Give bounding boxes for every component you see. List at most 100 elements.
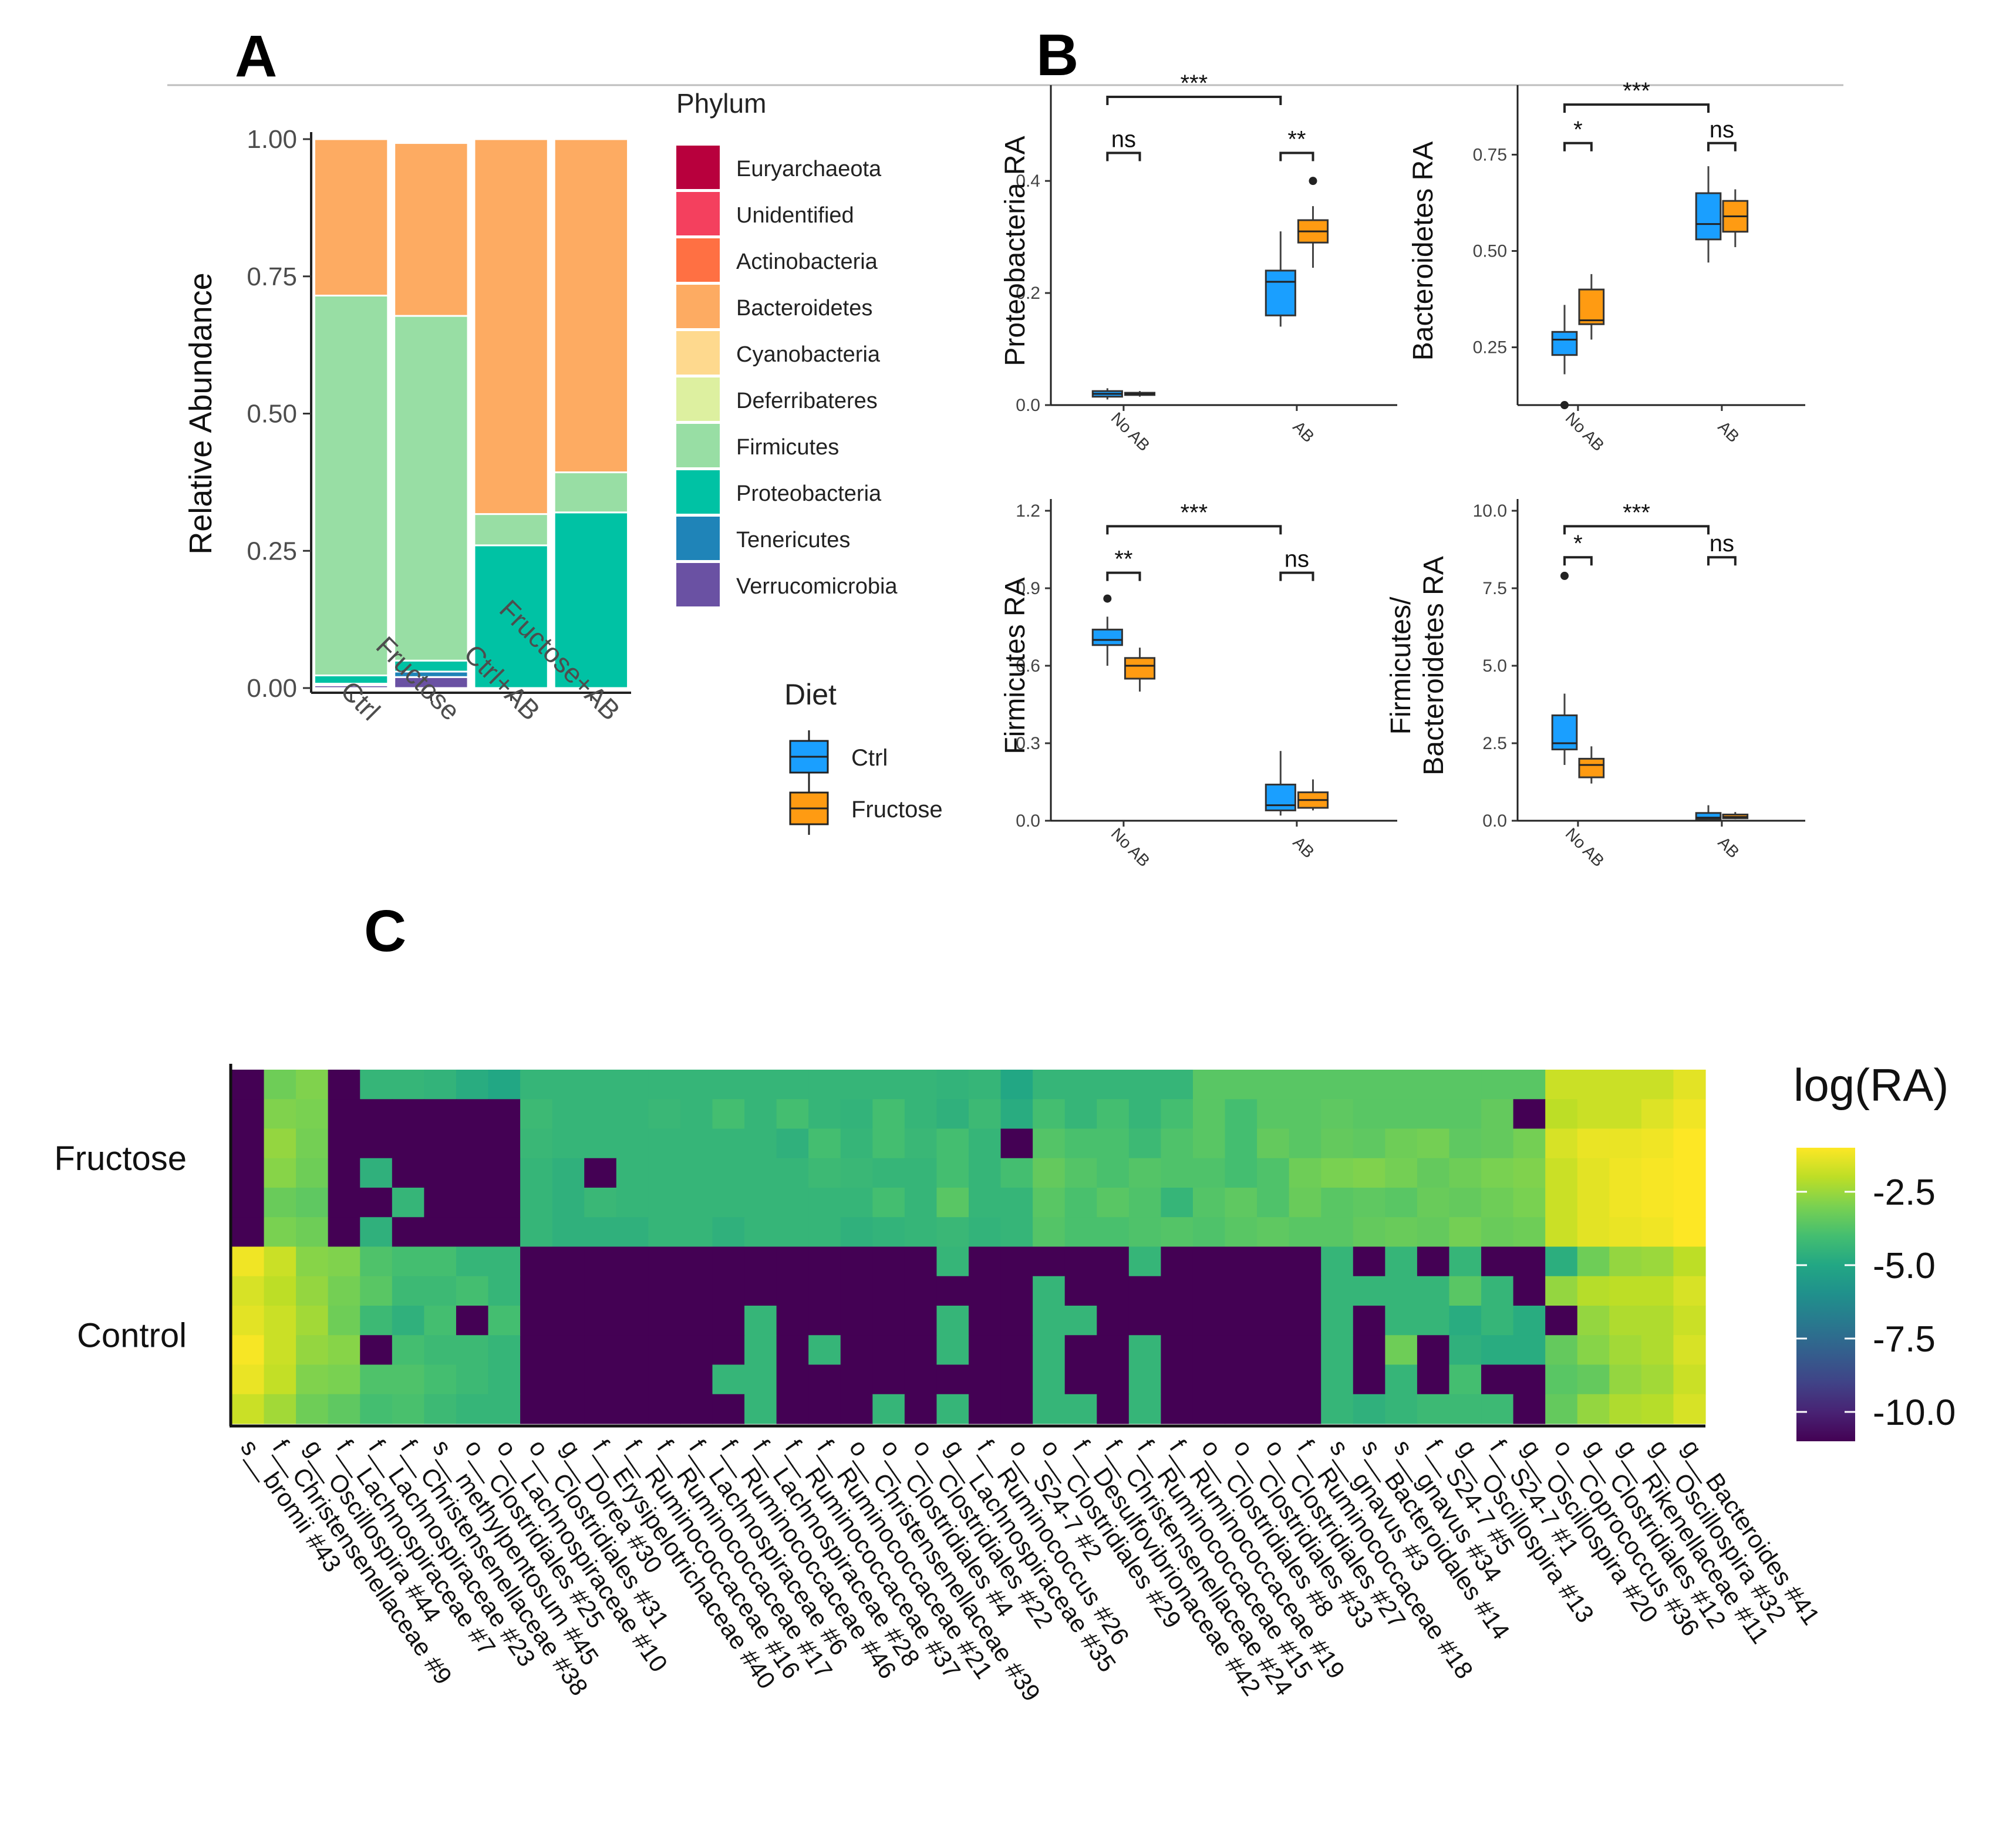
heatmap-cell [840,1335,873,1366]
heatmap-cell [1513,1099,1546,1130]
heatmap-cell [392,1128,424,1159]
heatmap-cell [456,1158,489,1188]
heatmap-cell [1385,1188,1418,1218]
heatmap-cell [744,1217,777,1248]
legend-swatch-proteobacteria [676,470,720,514]
heatmap-cell [1641,1188,1674,1218]
heatmap-cell [424,1188,457,1218]
heatmap-cell [648,1306,681,1336]
heatmap-cell [328,1364,360,1395]
heatmap-cell [392,1070,424,1100]
heatmap-cell [1481,1276,1514,1306]
heatmap-cell [296,1128,329,1159]
heatmap-cell [456,1070,489,1100]
heatmap-cell [1513,1070,1546,1100]
heatmap-cell [520,1070,553,1100]
heatmap-cell [1577,1335,1610,1366]
heatmap-cell [840,1188,873,1218]
heatmap-cell [616,1306,649,1336]
heatmap-cell [1192,1099,1226,1130]
significance-bracket [1106,96,1282,105]
heatmap-cell [584,1099,617,1130]
heatmap-cell [456,1246,489,1277]
colorbar-tick-label: -5.0 [1873,1246,1936,1286]
heatmap-cell [1128,1128,1161,1159]
heatmap-cell [1161,1306,1194,1336]
box-outlier [1103,594,1112,603]
heatmap-cell [424,1364,457,1395]
heatmap-cell [360,1128,393,1159]
heatmap-cell [1385,1276,1418,1306]
y-axis-title: Proteobacteria RA [1000,136,1031,366]
box-no-ab-ctrl [1551,331,1578,356]
heatmap-cell [904,1306,938,1336]
heatmap-cell [360,1306,393,1336]
heatmap-cell [1577,1099,1610,1130]
heatmap-cell [1353,1306,1385,1336]
box-no-ab-fructose [1578,288,1605,325]
heatmap-cell [680,1246,713,1277]
heatmap-cell [1545,1099,1578,1130]
heatmap-cell [232,1099,265,1130]
heatmap-cell [680,1306,713,1336]
heatmap-cell [1449,1188,1482,1218]
heatmap-cell [1577,1158,1610,1188]
heatmap-cell [1513,1217,1546,1248]
heatmap-cell [936,1394,969,1424]
heatmap-cell [1097,1158,1130,1188]
heatmap-cell [712,1335,745,1366]
heatmap-cell [744,1188,777,1218]
heatmap-cell [552,1394,585,1424]
heatmap-cell [680,1099,713,1130]
heatmap-cell [616,1394,649,1424]
heatmap-cell [1257,1335,1290,1366]
heatmap-cell [1321,1099,1354,1130]
heatmap-cell [1225,1335,1258,1366]
heatmap-cell [1097,1246,1130,1277]
heatmap-cell [520,1158,553,1188]
heatmap-cell [456,1364,489,1395]
heatmap-cell [1225,1276,1258,1306]
significance-label: ** [1287,126,1306,152]
heatmap-cell [1609,1335,1642,1366]
heatmap-cell [424,1394,457,1424]
heatmap-cell [1353,1364,1385,1395]
heatmap-cell [520,1217,553,1248]
box-ab-ctrl [1695,812,1722,820]
heatmap-cell [456,1128,489,1159]
heatmap-cell [1000,1246,1033,1277]
heatmap-cell [520,1306,553,1336]
heatmap-cell [969,1070,1002,1100]
heatmap-cell [424,1099,457,1130]
heatmap-cell [1000,1394,1033,1424]
heatmap-cell [360,1335,393,1366]
heatmap-cell [1097,1099,1130,1130]
heatmap-cell [680,1070,713,1100]
heatmap-cell [232,1335,265,1366]
heatmap-cell [296,1217,329,1248]
heatmap-cell [1000,1276,1033,1306]
heatmap-cell [680,1276,713,1306]
heatmap-cell [1641,1394,1674,1424]
heatmap-cell [712,1364,745,1395]
heatmap-cell [1481,1099,1514,1130]
heatmap-cell [1609,1394,1642,1424]
box-no-ab-ctrl [1551,714,1578,751]
heatmap-cell [296,1276,329,1306]
heatmap-cell [1225,1158,1258,1188]
heatmap-cell [744,1128,777,1159]
heatmap-cell [232,1128,265,1159]
bar-segment-firmicutes [393,315,469,662]
heatmap-cell [872,1217,905,1248]
heatmap-cell [1321,1070,1354,1100]
heatmap-cell [1513,1335,1546,1366]
heatmap-cell [1128,1099,1161,1130]
heatmap-cell [1577,1276,1610,1306]
heatmap-cell [296,1099,329,1130]
heatmap-cell [840,1070,873,1100]
heatmap-cell [392,1364,424,1395]
heatmap-cell [1097,1128,1130,1159]
y-axis-title: Firmicutes RA [1000,577,1031,754]
